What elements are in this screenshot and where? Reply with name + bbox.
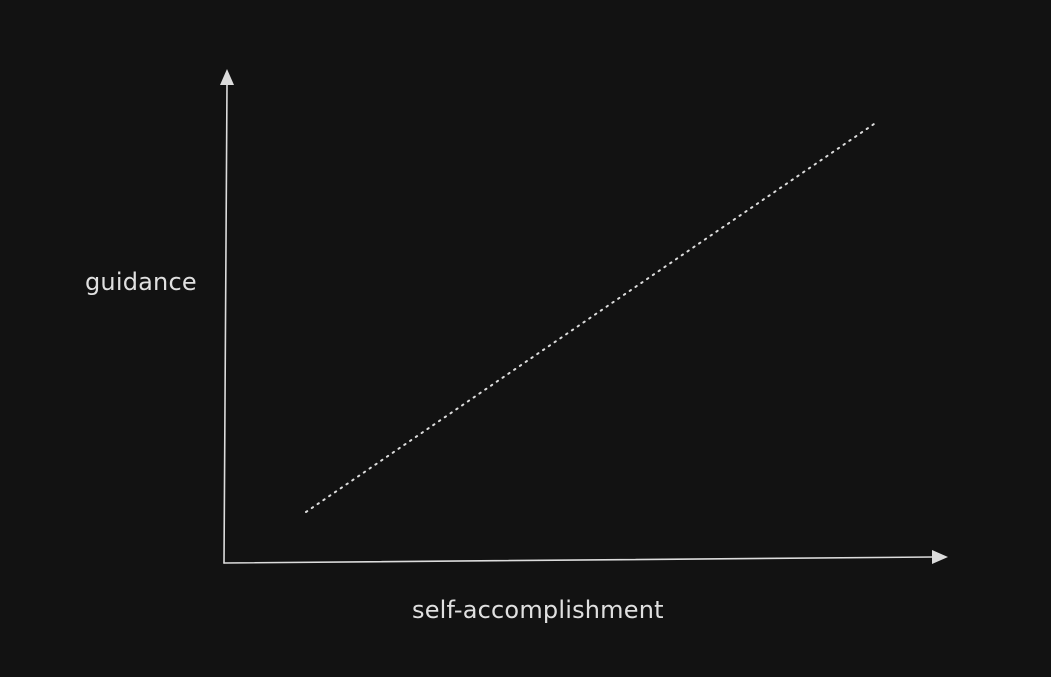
- y-axis-arrowhead: [220, 69, 234, 85]
- x-axis-label: self-accomplishment: [412, 596, 664, 624]
- x-axis-line: [223, 556, 934, 564]
- y-axis-label: guidance: [85, 268, 197, 296]
- trend-line: [305, 123, 875, 513]
- x-axis-arrowhead: [932, 550, 948, 564]
- y-axis-line: [223, 83, 228, 564]
